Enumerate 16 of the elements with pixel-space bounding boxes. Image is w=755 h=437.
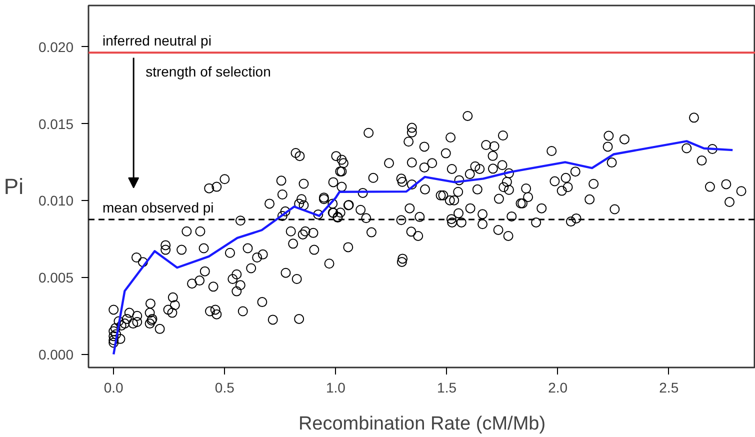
x-tick-label: 2.5 xyxy=(659,380,679,396)
annotation: strength of selection xyxy=(146,64,271,80)
x-tick-label: 2.0 xyxy=(548,380,568,396)
y-tick-label: 0.005 xyxy=(38,269,74,286)
x-axis-title: Recombination Rate (cM/Mb) xyxy=(298,414,546,434)
legend-label: mean observed pi xyxy=(102,200,214,216)
y-tick-label: 0.020 xyxy=(38,38,74,55)
y-tick-label: 0.000 xyxy=(38,346,74,362)
x-tick-label: 1.5 xyxy=(437,380,457,396)
y-tick-label: 0.015 xyxy=(38,116,74,132)
y-axis-title: Pi xyxy=(4,174,24,199)
x-tick-label: 0.5 xyxy=(214,380,235,396)
x-tick-label: 1.0 xyxy=(326,380,346,396)
y-tick-label: 0.010 xyxy=(38,192,74,209)
ref-line-label: inferred neutral pi xyxy=(102,32,212,49)
x-tick-label: 0.0 xyxy=(104,380,124,396)
